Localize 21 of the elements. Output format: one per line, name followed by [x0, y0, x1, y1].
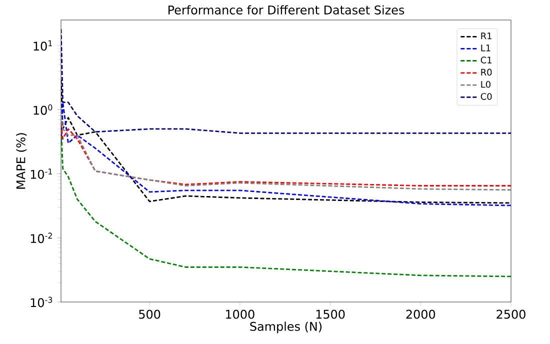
legend-label: R0: [481, 68, 492, 76]
y-axis-title: MAPE (%): [16, 133, 27, 189]
y-tick-label: 10$^{-1}$: [30, 168, 52, 179]
legend-label: L1: [481, 44, 490, 52]
x-tick-label: 1500: [316, 310, 345, 319]
line-series: [61, 102, 512, 206]
x-tick-label: 2500: [496, 310, 526, 319]
x-tick-label: 500: [139, 310, 160, 319]
y-tick-label: 10$^{-2}$: [30, 232, 52, 244]
x-tick-label: 2000: [406, 310, 436, 319]
legend-label: R1: [481, 32, 492, 40]
line-series: [61, 123, 512, 186]
y-tick-label: 10$^{0}$: [34, 104, 52, 115]
legend-label: C0: [480, 93, 492, 100]
y-tick-label: 10$^{-3}$: [30, 296, 52, 308]
legend-label: C1: [480, 56, 492, 64]
x-tick-label: 1000: [226, 310, 254, 319]
chart-title: Performance for Different Dataset Sizes: [168, 5, 404, 14]
legend-label: L0: [481, 80, 490, 88]
x-axis-title: Samples (N): [250, 322, 322, 334]
y-tick-label: 10$^{1}$: [34, 40, 52, 51]
